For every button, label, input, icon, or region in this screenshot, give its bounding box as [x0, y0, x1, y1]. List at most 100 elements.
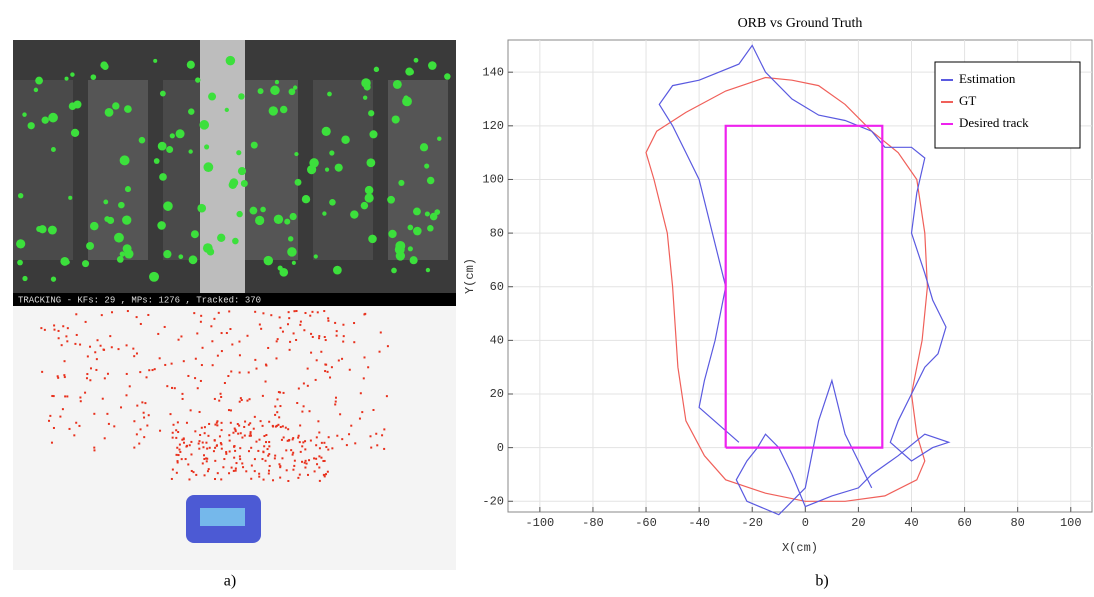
map-point	[202, 454, 205, 457]
map-point	[292, 451, 295, 454]
map-point	[175, 429, 178, 432]
map-point	[253, 458, 256, 461]
map-point	[234, 430, 237, 433]
map-point	[59, 415, 62, 418]
map-point	[279, 466, 282, 469]
map-point	[153, 368, 156, 371]
feature-point	[225, 55, 236, 66]
map-point	[211, 364, 214, 367]
map-point	[171, 468, 174, 471]
map-point	[68, 427, 71, 430]
status-text: TRACKING - KFs: 29 , MPs: 1276 , Tracked…	[18, 295, 261, 305]
map-point	[315, 359, 318, 362]
map-point	[190, 469, 193, 472]
map-point	[194, 377, 197, 380]
map-point	[234, 449, 237, 452]
feature-point	[16, 239, 26, 249]
map-point	[237, 432, 240, 435]
status-bar	[13, 293, 456, 306]
map-point	[267, 346, 270, 349]
map-point	[326, 470, 329, 473]
map-point	[286, 323, 289, 326]
map-point	[297, 476, 300, 479]
map-point	[113, 425, 116, 428]
map-point	[217, 311, 220, 314]
map-point	[181, 438, 184, 441]
map-point	[268, 453, 271, 456]
map-point	[309, 439, 312, 442]
feature-point	[424, 163, 430, 169]
map-point	[220, 421, 223, 424]
map-point	[288, 348, 291, 351]
map-point	[178, 443, 181, 446]
map-point	[322, 473, 325, 476]
map-point	[219, 392, 222, 395]
map-point	[194, 357, 197, 360]
map-point	[272, 479, 275, 482]
map-point	[176, 461, 179, 464]
map-point	[232, 469, 235, 472]
map-point	[216, 424, 219, 427]
map-point	[187, 374, 190, 377]
feature-point	[157, 221, 166, 230]
map-point	[220, 447, 223, 450]
map-point	[79, 396, 82, 399]
map-point	[337, 359, 340, 362]
map-point	[136, 404, 139, 407]
map-point	[301, 410, 304, 413]
map-point	[229, 421, 232, 424]
feature-point	[434, 209, 441, 215]
map-point	[281, 330, 284, 333]
map-point	[211, 340, 214, 343]
feature-point	[114, 232, 124, 243]
map-point	[214, 423, 217, 426]
map-point	[218, 399, 221, 402]
map-point	[200, 314, 203, 317]
map-point	[228, 434, 231, 437]
x-axis-label: X(cm)	[782, 541, 818, 555]
feature-point	[153, 158, 160, 164]
map-point	[57, 329, 60, 332]
series-line	[724, 124, 884, 449]
map-point	[238, 424, 241, 427]
map-point	[264, 380, 267, 383]
feature-point	[118, 201, 125, 209]
map-point	[86, 355, 89, 358]
feature-point	[50, 276, 57, 282]
map-point	[318, 335, 321, 338]
map-point	[270, 314, 273, 317]
map-point	[158, 357, 161, 360]
map-point	[56, 375, 59, 378]
feature-point	[294, 151, 299, 157]
feature-point	[329, 150, 335, 156]
map-point	[341, 357, 344, 360]
map-point	[95, 358, 98, 361]
map-point	[247, 450, 250, 453]
feature-point	[103, 199, 109, 205]
map-point	[57, 376, 60, 379]
feature-point	[163, 201, 173, 211]
feature-point	[188, 255, 198, 265]
map-point	[327, 436, 330, 439]
map-point	[86, 373, 89, 376]
map-point	[361, 411, 364, 414]
map-point	[171, 431, 174, 434]
feature-point	[327, 91, 332, 97]
map-point	[146, 424, 149, 427]
map-point	[282, 436, 285, 439]
map-point	[49, 414, 52, 417]
map-point	[261, 458, 264, 461]
map-point	[172, 423, 175, 426]
map-point	[74, 342, 77, 345]
map-point	[348, 368, 351, 371]
x-tick-label: -80	[582, 516, 604, 530]
feature-point	[104, 108, 114, 117]
map-point	[223, 381, 226, 384]
map-point	[250, 464, 253, 467]
x-tick-label: -100	[525, 516, 554, 530]
map-point	[93, 412, 96, 415]
map-point	[379, 331, 382, 334]
feature-point	[48, 112, 58, 123]
map-point	[318, 466, 321, 469]
